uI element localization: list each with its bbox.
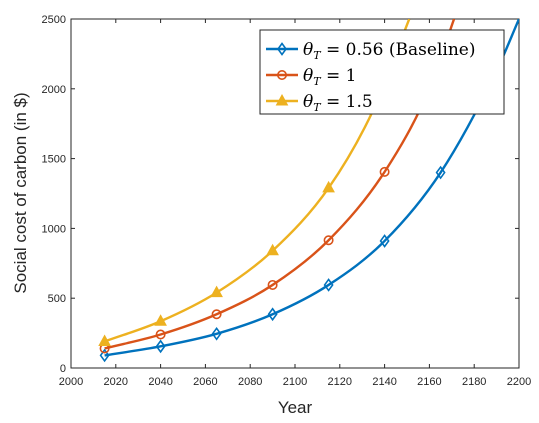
legend-subscript: T (313, 101, 322, 114)
x-tick-label: 2000 (59, 376, 83, 388)
data-point-0-3 (267, 307, 278, 322)
data-point-0-1 (155, 339, 166, 354)
legend: θT = 0.56 (Baseline)θT = 1θT = 1.5 (259, 29, 505, 115)
legend-value: = 1.5 (321, 92, 373, 112)
legend-label-1: θT = 1 (303, 66, 356, 88)
x-tick-label: 2080 (238, 376, 262, 388)
legend-marker-0 (277, 42, 287, 56)
x-tick-label: 2020 (104, 376, 128, 388)
data-point-1-5 (379, 166, 390, 177)
x-tick-label: 2120 (328, 376, 352, 388)
legend-label-2: θT = 1.5 (303, 92, 373, 114)
legend-symbol: θ (303, 92, 313, 112)
legend-symbol: θ (303, 40, 313, 60)
data-point-2-0 (98, 334, 111, 346)
x-tick-label: 2060 (193, 376, 217, 388)
x-tick-label: 2200 (507, 376, 531, 388)
legend-label-0: θT = 0.56 (Baseline) (303, 40, 475, 62)
legend-subscript: T (313, 75, 322, 88)
legend-value: = 1 (321, 66, 357, 86)
data-point-0-2 (211, 326, 222, 341)
legend-marker-1 (276, 70, 287, 81)
markers-layer (98, 165, 446, 363)
y-tick-label: 2000 (42, 84, 66, 96)
x-axis-label: Year (278, 398, 313, 417)
data-point-2-1 (154, 314, 167, 326)
legend-value: = 0.56 (Baseline) (321, 40, 476, 60)
x-tick-label: 2180 (462, 376, 486, 388)
x-tick-label: 2100 (283, 376, 307, 388)
data-point-0-4 (323, 278, 334, 292)
y-tick-label: 0 (60, 363, 66, 375)
data-point-1-2 (211, 309, 222, 320)
data-point-1-1 (155, 329, 166, 340)
data-point-2-4 (322, 180, 335, 193)
legend-box (259, 29, 505, 115)
data-point-2-2 (210, 285, 223, 298)
data-point-1-3 (267, 279, 278, 290)
axis-ticks: 2000 2020 2040 2060 2080 2100 2120 2140 2160 2180… (42, 14, 532, 388)
y-tick-label: 1000 (42, 223, 66, 235)
legend-subscript: T (313, 49, 322, 62)
legend-symbol: θ (303, 66, 313, 86)
x-tick-label: 2040 (148, 376, 172, 388)
data-point-1-4 (323, 235, 334, 246)
y-axis-label: Social cost of carbon (in $) (11, 92, 30, 293)
x-tick-label: 2140 (372, 376, 396, 388)
data-point-2-3 (266, 243, 279, 256)
legend-marker-2 (275, 93, 289, 106)
data-point-0-5 (379, 234, 390, 248)
data-point-0-6 (435, 165, 446, 180)
y-tick-label: 1500 (42, 154, 66, 166)
x-tick-label: 2160 (417, 376, 441, 388)
y-tick-label: 2500 (42, 14, 66, 26)
data-point-0-0 (99, 348, 110, 363)
y-tick-label: 500 (48, 293, 66, 305)
